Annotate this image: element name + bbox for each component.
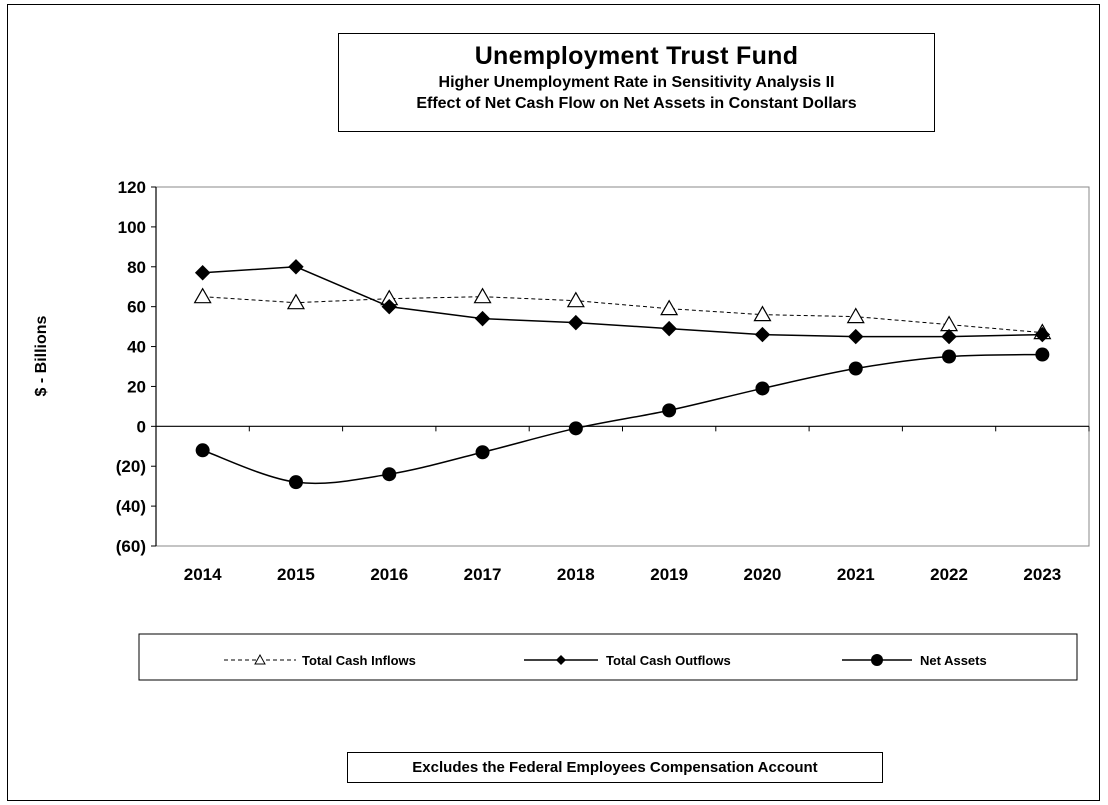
legend: Total Cash Inflows Total Cash Outflows Net…: [224, 653, 987, 668]
y-tick-label: 40: [127, 338, 146, 357]
series-layer: [193, 259, 1052, 490]
legend-marker: [556, 655, 566, 665]
data-point: [942, 349, 957, 364]
y-tick-label: 120: [118, 178, 146, 197]
data-point: [566, 291, 585, 308]
data-point: [475, 445, 490, 460]
y-tick-label: (40): [116, 497, 146, 516]
series-line: [202, 266, 1043, 338]
y-tick-label: 60: [127, 298, 146, 317]
data-point: [848, 361, 863, 376]
legend-label: Net Assets: [920, 653, 987, 668]
data-point: [1035, 347, 1050, 362]
chart-frame: [7, 4, 1100, 801]
plot-area: [155, 186, 1090, 547]
legend-entry-0: Total Cash Inflows: [224, 653, 416, 668]
y-tick-label: 80: [127, 258, 146, 277]
legend-label: Total Cash Outflows: [606, 653, 731, 668]
data-point: [941, 328, 957, 345]
y-tick-label: (20): [116, 457, 146, 476]
data-point: [568, 421, 583, 436]
axes: (60) (40) (20) 0 20 40 60 80 100 120 2014 2015 2016 2…: [116, 178, 1090, 584]
legend-box: [138, 633, 1078, 681]
x-tick-label: 2021: [837, 565, 875, 584]
x-tick-label: 2018: [557, 565, 595, 584]
data-point: [754, 326, 771, 343]
y-tick-label: (60): [116, 537, 146, 556]
legend-entry-1: Total Cash Outflows: [524, 653, 731, 668]
y-tick-label: 20: [127, 377, 146, 396]
chart-title: Unemployment Trust Fund: [474, 42, 799, 70]
data-point: [753, 305, 772, 322]
y-tick-label: 100: [118, 218, 146, 237]
chart-subtitle-1: Higher Unemployment Rate in Sensitivity …: [438, 74, 835, 91]
data-point: [568, 314, 584, 331]
data-point: [940, 315, 959, 332]
series-line: [202, 353, 1043, 485]
series-line: [202, 296, 1043, 334]
legend-marker: [254, 653, 266, 665]
data-point: [661, 320, 677, 337]
data-point: [193, 287, 212, 304]
data-point: [1034, 326, 1051, 343]
data-point: [660, 299, 679, 316]
data-point: [286, 293, 305, 310]
data-point: [288, 475, 303, 490]
data-point: [473, 287, 492, 304]
x-tick-label: 2017: [464, 565, 502, 584]
x-tick-label: 2016: [370, 565, 408, 584]
legend-label: Total Cash Inflows: [302, 653, 416, 668]
series-2: [195, 347, 1050, 490]
data-point: [194, 265, 211, 281]
y-tick-label: 0: [137, 417, 146, 436]
x-tick-label: 2023: [1023, 565, 1061, 584]
x-tick-label: 2014: [184, 565, 222, 584]
data-point: [381, 298, 397, 315]
y-axis-label: $ - Billions: [33, 315, 50, 396]
chart-subtitle-2: Effect of Net Cash Flow on Net Assets in…: [416, 95, 857, 112]
x-tick-label: 2015: [277, 565, 315, 584]
x-tick-label: 2020: [744, 565, 782, 584]
data-point: [755, 381, 770, 396]
title-box: Unemployment Trust Fund Higher Unemploym…: [338, 33, 935, 132]
data-point: [382, 467, 397, 482]
data-point: [195, 443, 210, 458]
series-1: [194, 259, 1051, 345]
x-tick-label: 2022: [930, 565, 968, 584]
data-point: [848, 328, 864, 345]
legend-entry-2: Net Assets: [842, 653, 987, 668]
x-tick-label: 2019: [650, 565, 688, 584]
data-point: [846, 307, 865, 324]
footnote: Excludes the Federal Employees Compensat…: [347, 752, 883, 783]
data-point: [662, 403, 677, 418]
series-0: [193, 287, 1052, 340]
legend-marker: [871, 654, 883, 666]
data-point: [474, 310, 491, 327]
data-point: [288, 259, 304, 275]
